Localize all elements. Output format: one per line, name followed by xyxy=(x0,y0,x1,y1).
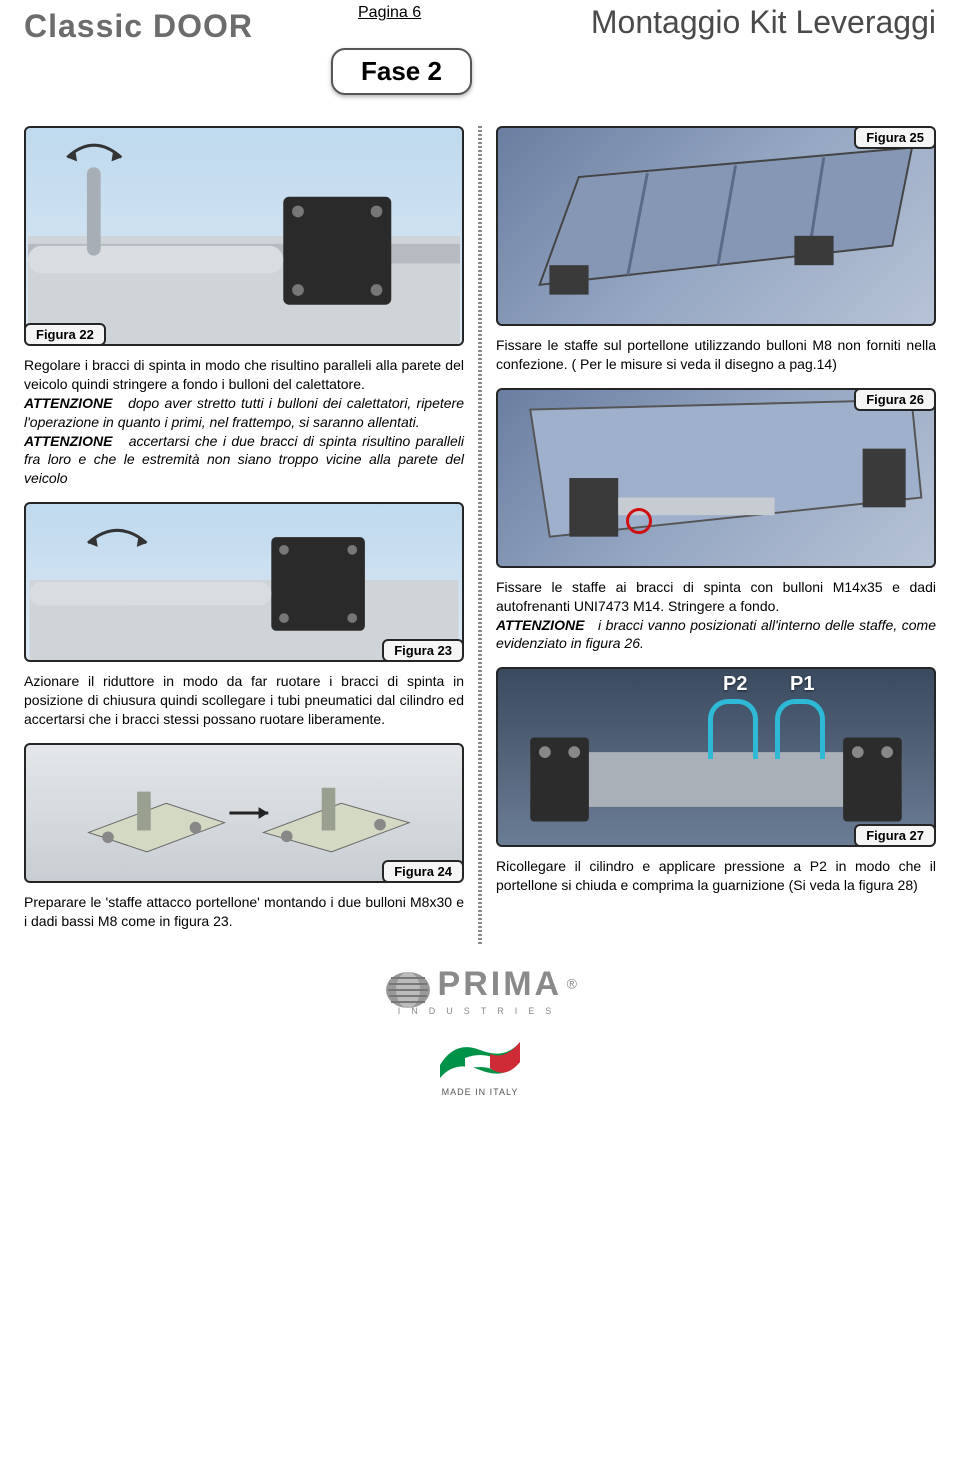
figure-23-label: Figura 23 xyxy=(382,639,464,662)
attention-2: ATTENZIONE xyxy=(24,433,112,449)
figure-27: P2 P1 Figura 27 xyxy=(496,667,936,847)
figure-23-illustration xyxy=(26,504,462,660)
figure-25-illustration xyxy=(498,128,934,324)
logo-icon xyxy=(383,970,433,1010)
text-block-r1: Fissare le staffe sul portellone utilizz… xyxy=(496,336,936,374)
attention-1: ATTENZIONE xyxy=(24,395,112,411)
figure-22: Figura 22 xyxy=(24,126,464,346)
text-block-1: Regolare i bracci di spinta in modo che … xyxy=(24,356,464,488)
para-4: Azionare il riduttore in modo da far ruo… xyxy=(24,673,464,727)
company-subtitle: INDUSTRIES xyxy=(383,1006,577,1016)
footer: PRIMA ® INDUSTRIES MADE IN ITALY xyxy=(24,965,936,1101)
figure-26-illustration xyxy=(498,390,934,566)
right-column: Figura 25 Fissare le staffe sul portello… xyxy=(496,126,936,945)
column-separator xyxy=(478,126,482,945)
para-1: Regolare i bracci di spinta in modo che … xyxy=(24,357,464,392)
page-number: Pagina 6 xyxy=(358,4,421,22)
para-r2: Fissare le staffe ai bracci di spinta co… xyxy=(496,579,936,614)
phase-badge: Fase 2 xyxy=(331,48,472,95)
left-column: Figura 22 Regolare i bracci di spinta in… xyxy=(24,126,464,945)
italy-flag-icon xyxy=(435,1030,525,1080)
pneumatic-tube-p1 xyxy=(775,699,825,759)
figure-22-illustration xyxy=(26,128,462,344)
brand-title: Classic DOOR xyxy=(24,8,253,45)
company-name: PRIMA xyxy=(438,965,563,1003)
text-block-3: Preparare le 'staffe attacco portellone'… xyxy=(24,893,464,931)
figure-24: Figura 24 xyxy=(24,743,464,883)
header: Classic DOOR Pagina 6 Montaggio Kit Leve… xyxy=(24,8,936,58)
pneumatic-tube-p2 xyxy=(708,699,758,759)
figure-24-label: Figura 24 xyxy=(382,860,464,883)
figure-23: Figura 23 xyxy=(24,502,464,662)
figure-25-label: Figura 25 xyxy=(854,126,936,149)
para-r1: Fissare le staffe sul portellone utilizz… xyxy=(496,337,936,372)
figure-22-label: Figura 22 xyxy=(24,323,106,346)
label-p1: P1 xyxy=(790,673,814,696)
document-title: Montaggio Kit Leveraggi xyxy=(591,4,936,41)
figure-25: Figura 25 xyxy=(496,126,936,326)
text-block-2: Azionare il riduttore in modo da far ruo… xyxy=(24,672,464,729)
para-5: Preparare le 'staffe attacco portellone'… xyxy=(24,894,464,929)
figure-26-label: Figura 26 xyxy=(854,388,936,411)
content-columns: Figura 22 Regolare i bracci di spinta in… xyxy=(24,126,936,945)
text-block-r3: Ricollegare il cilindro e applicare pres… xyxy=(496,857,936,895)
attention-r1: ATTENZIONE xyxy=(496,617,584,633)
highlight-circle xyxy=(626,508,652,534)
page-root: Classic DOOR Pagina 6 Montaggio Kit Leve… xyxy=(0,0,960,1120)
figure-26: Figura 26 xyxy=(496,388,936,568)
text-block-r2: Fissare le staffe ai bracci di spinta co… xyxy=(496,578,936,654)
label-p2: P2 xyxy=(723,673,747,696)
company-logo: PRIMA ® INDUSTRIES xyxy=(383,965,577,1017)
made-in-label: MADE IN ITALY xyxy=(435,1087,525,1097)
para-r4: Ricollegare il cilindro e applicare pres… xyxy=(496,858,936,893)
figure-27-label: Figura 27 xyxy=(854,824,936,847)
made-in-italy-block: MADE IN ITALY xyxy=(435,1030,525,1097)
